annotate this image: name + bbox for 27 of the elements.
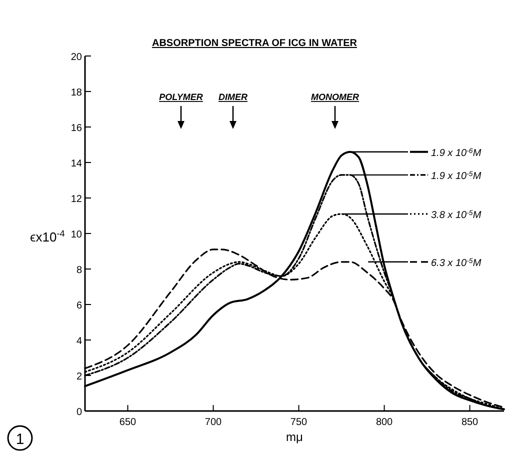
x-tick-label: 650: [119, 417, 137, 428]
annotation: POLYMER: [159, 92, 204, 102]
legend-label: 6.3 x 10$^{-5}$M: [431, 257, 482, 269]
y-tick-label: 14: [70, 158, 82, 170]
text: 1: [16, 431, 24, 448]
y-tick-label: 18: [70, 88, 82, 98]
y-tick-label: 16: [70, 123, 82, 134]
x-tick-label: 800: [376, 417, 394, 428]
legend-label: 1.9 x 10$^{-5}$M: [431, 170, 482, 182]
annotation: DIMER: [218, 92, 248, 102]
legend-label: 1.9 x 10$^{-6}$M: [431, 147, 482, 159]
chart-title: ABSORPTION SPECTRA OF ICG IN WATER: [152, 38, 358, 49]
y-tick-label: 4: [76, 336, 82, 347]
x-tick-label: 700: [204, 417, 222, 428]
legend-label: 3.8 x 10$^{-5}$M: [431, 209, 482, 221]
y-tick-label: 10: [70, 230, 82, 240]
x-axis-title: mμ: [286, 430, 304, 444]
y-tick-label: 6: [76, 300, 82, 312]
x-tick-label: 850: [461, 417, 479, 428]
y-tick-label: 0: [76, 407, 82, 418]
y-tick-label: 8: [76, 265, 82, 276]
y-tick-label: 2: [76, 372, 82, 382]
y-axis-title: ϵx10$^{-4}$: [30, 228, 65, 244]
y-tick-label: 12: [70, 194, 82, 205]
x-tick-label: 750: [290, 417, 308, 428]
y-tick-label: 20: [70, 52, 82, 63]
annotation: MONOMER: [311, 92, 360, 102]
